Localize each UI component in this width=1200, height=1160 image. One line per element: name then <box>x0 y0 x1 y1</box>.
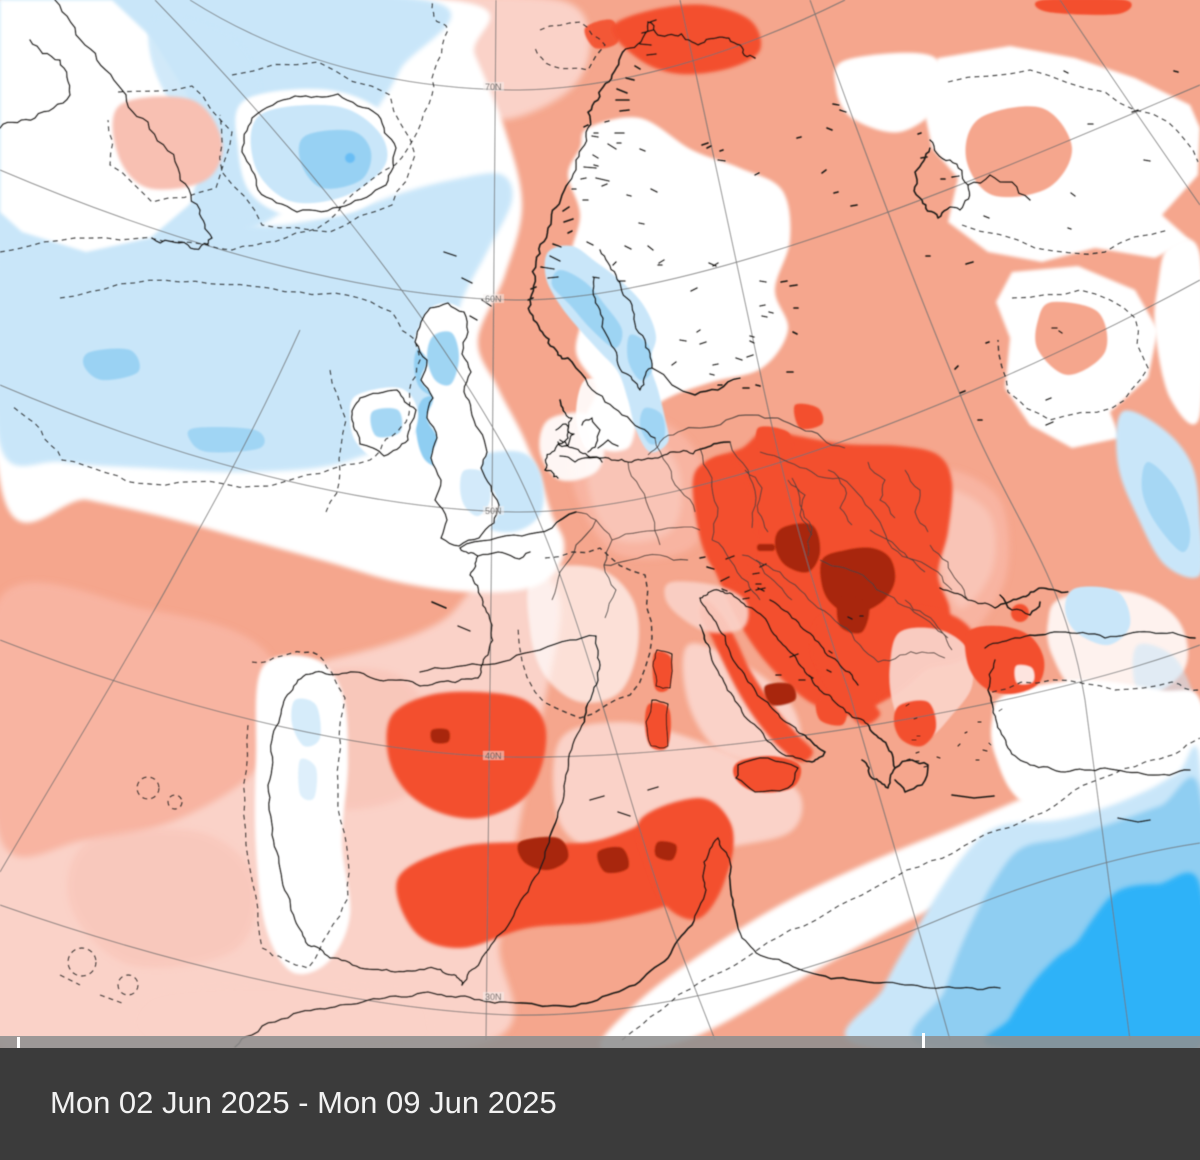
svg-text:40N: 40N <box>485 751 502 761</box>
svg-text:30N: 30N <box>485 992 502 1002</box>
svg-text:70N: 70N <box>485 82 502 92</box>
svg-text:60N: 60N <box>485 294 502 304</box>
svg-text:Mon 02 Jun 2025 - Mon 09 Jun 2: Mon 02 Jun 2025 - Mon 09 Jun 2025 <box>50 1085 557 1120</box>
svg-text:50N: 50N <box>485 506 502 516</box>
